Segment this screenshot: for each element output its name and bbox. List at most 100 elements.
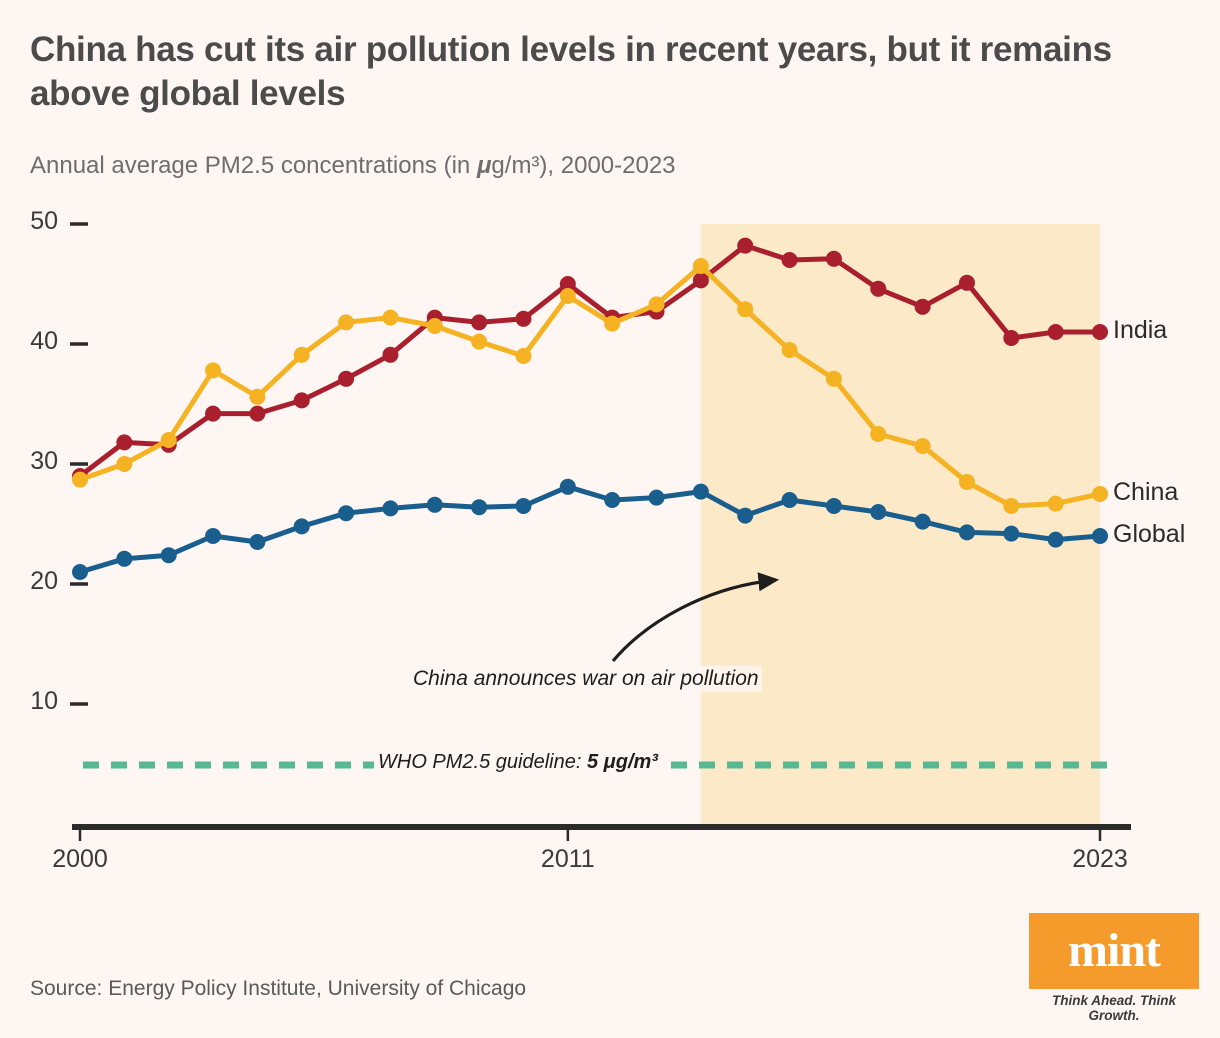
data-point-china xyxy=(914,438,931,454)
data-point-global xyxy=(781,492,798,508)
data-point-china xyxy=(426,318,443,334)
data-point-global xyxy=(116,550,133,567)
data-point-china xyxy=(559,288,576,304)
y-axis-label: 30 xyxy=(30,447,58,475)
data-point-china xyxy=(781,342,798,358)
data-point-india xyxy=(781,252,798,268)
y-axis-label: 50 xyxy=(30,207,58,235)
who-unit: g/m³ xyxy=(615,751,658,773)
data-point-china xyxy=(1092,486,1108,502)
data-point-china xyxy=(160,432,177,448)
data-point-global xyxy=(72,564,88,580)
x-axis-label: 2000 xyxy=(52,845,108,873)
data-point-global xyxy=(1003,525,1020,542)
data-point-global xyxy=(648,489,665,506)
data-point-china xyxy=(1047,495,1064,512)
series-label-india: India xyxy=(1113,316,1168,344)
data-point-china xyxy=(293,346,310,363)
source-note: Source: Energy Policy Institute, Univers… xyxy=(30,977,527,1000)
data-point-india xyxy=(1092,324,1108,340)
data-point-global xyxy=(825,498,842,514)
data-point-china xyxy=(249,388,266,405)
data-point-global xyxy=(692,483,709,500)
mint-logo: mint xyxy=(1029,913,1199,989)
data-point-india xyxy=(1003,330,1020,346)
series-label-global: Global xyxy=(1113,520,1186,548)
data-point-global xyxy=(958,524,975,541)
data-point-global xyxy=(515,498,532,514)
data-point-china xyxy=(72,471,88,488)
who-guideline-label: WHO PM2.5 guideline: 5 μg/m³ xyxy=(374,751,662,774)
data-point-china xyxy=(870,426,887,442)
y-axis-label: 20 xyxy=(30,567,58,595)
who-mu: μ xyxy=(603,751,616,773)
data-point-china xyxy=(515,348,532,364)
data-point-global xyxy=(914,513,931,530)
data-point-global xyxy=(559,478,576,495)
mint-logo-tagline: Think Ahead. Think Growth. xyxy=(1051,993,1176,1023)
data-point-global xyxy=(160,547,177,564)
annotation-text: China announces war on air pollution xyxy=(410,666,762,692)
annotation-arrow xyxy=(611,572,780,663)
data-point-china xyxy=(604,315,621,332)
data-point-global xyxy=(870,504,887,520)
data-point-china xyxy=(692,258,709,274)
subtitle-post: g/m³), 2000-2023 xyxy=(491,152,676,179)
data-point-global xyxy=(426,496,443,513)
shaded-band xyxy=(700,224,1100,827)
data-point-global xyxy=(249,534,266,550)
data-point-india xyxy=(1047,324,1064,340)
data-point-global xyxy=(205,528,222,544)
y-axis-label: 10 xyxy=(30,687,58,715)
data-point-india xyxy=(825,250,842,267)
data-point-china xyxy=(116,456,133,472)
data-point-global xyxy=(1047,531,1064,548)
data-point-china xyxy=(471,333,488,350)
data-point-india xyxy=(205,405,222,422)
who-value: 5 xyxy=(586,751,604,773)
data-point-india xyxy=(515,310,532,327)
data-point-china xyxy=(382,309,399,326)
mint-logo-text: mint xyxy=(1068,924,1161,977)
data-point-global xyxy=(604,492,621,508)
data-point-india xyxy=(471,314,488,331)
page-subtitle: Annual average PM2.5 concentrations (in … xyxy=(30,152,676,180)
data-point-india xyxy=(559,276,576,292)
data-point-global xyxy=(338,505,355,522)
data-point-india xyxy=(958,274,975,291)
data-point-india xyxy=(116,434,133,451)
x-axis-label: 2011 xyxy=(540,845,595,873)
series-layer xyxy=(72,237,1108,580)
data-point-india xyxy=(737,237,754,254)
data-point-china xyxy=(737,301,754,318)
data-point-global xyxy=(382,500,399,517)
data-point-india xyxy=(249,405,266,422)
x-axis-label: 2023 xyxy=(1072,845,1128,873)
data-point-india xyxy=(382,346,399,363)
data-point-china xyxy=(825,370,842,387)
data-point-india xyxy=(692,272,709,289)
tick-layer xyxy=(70,222,88,706)
subtitle-mu: μ xyxy=(476,152,492,179)
data-point-china xyxy=(958,474,975,490)
annotation-arrow-layer xyxy=(611,572,780,663)
data-point-global xyxy=(293,518,310,535)
page-title: China has cut its air pollution levels i… xyxy=(30,30,1112,113)
data-point-china xyxy=(205,362,222,379)
data-point-global xyxy=(471,499,488,516)
shaded-band-layer xyxy=(700,224,1100,827)
data-point-china xyxy=(648,296,665,313)
data-point-global xyxy=(1092,528,1108,544)
data-point-china xyxy=(1003,498,1020,514)
data-point-india xyxy=(338,370,355,387)
series-label-china: China xyxy=(1113,478,1179,506)
data-point-india xyxy=(914,298,931,315)
who-pre: WHO PM2.5 guideline: xyxy=(378,751,587,773)
data-point-india xyxy=(870,280,887,297)
data-point-global xyxy=(737,507,754,524)
series-line-china xyxy=(77,263,1103,509)
data-point-india xyxy=(293,392,310,409)
x-axis-layer xyxy=(72,824,1131,841)
